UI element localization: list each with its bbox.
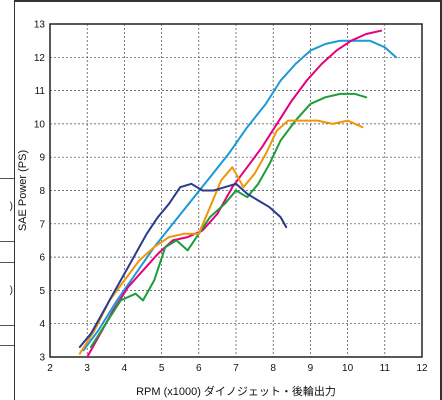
series-line-3 [89, 92, 368, 348]
side-label-1: ) [9, 201, 13, 212]
y-tick-label: 3 [39, 353, 45, 364]
y-tick-label: 6 [39, 253, 45, 264]
y-tick-label: 7 [39, 219, 45, 230]
series-line-2 [86, 29, 383, 358]
y-tick-label: 9 [39, 153, 45, 164]
x-tick-label: 6 [196, 363, 202, 374]
y-tick-label: 4 [39, 319, 45, 330]
x-tick-label: 4 [122, 363, 128, 374]
y-tick-label: 11 [35, 86, 46, 97]
x-tick-labels: 2 3 4 5 6 7 8 9 10 11 12 [47, 363, 428, 374]
y-tick-label: 10 [34, 119, 46, 130]
x-tick-label: 11 [380, 363, 391, 374]
x-tick-label: 8 [270, 363, 276, 374]
x-tick-label: 5 [159, 363, 165, 374]
side-panel-box-2: ) [0, 262, 14, 326]
y-tick-label: 5 [39, 286, 45, 297]
side-panel-box-1: ) [0, 178, 14, 242]
x-tick-label: 9 [308, 363, 314, 374]
y-tick-label: 12 [34, 53, 46, 64]
y-tick-labels: 3 4 5 6 7 8 9 10 11 12 13 [34, 20, 46, 364]
series-lines [78, 29, 397, 358]
x-tick-label: 7 [233, 363, 239, 374]
x-axis-title: RPM (x1000) ダイノジェット・後輪出力 [136, 384, 336, 398]
x-tick-label: 3 [84, 363, 90, 374]
x-tick-label: 10 [342, 363, 354, 374]
series-line-4 [78, 119, 364, 355]
series-line-5 [78, 182, 288, 348]
side-label-2: ) [9, 285, 13, 296]
side-divider [0, 345, 14, 346]
y-tick-label: 13 [34, 20, 46, 31]
y-tick-label: 8 [39, 186, 45, 197]
y-axis-title: SAE Power (PS) [17, 150, 29, 231]
x-tick-label: 12 [416, 363, 428, 374]
x-tick-label: 2 [47, 363, 53, 374]
